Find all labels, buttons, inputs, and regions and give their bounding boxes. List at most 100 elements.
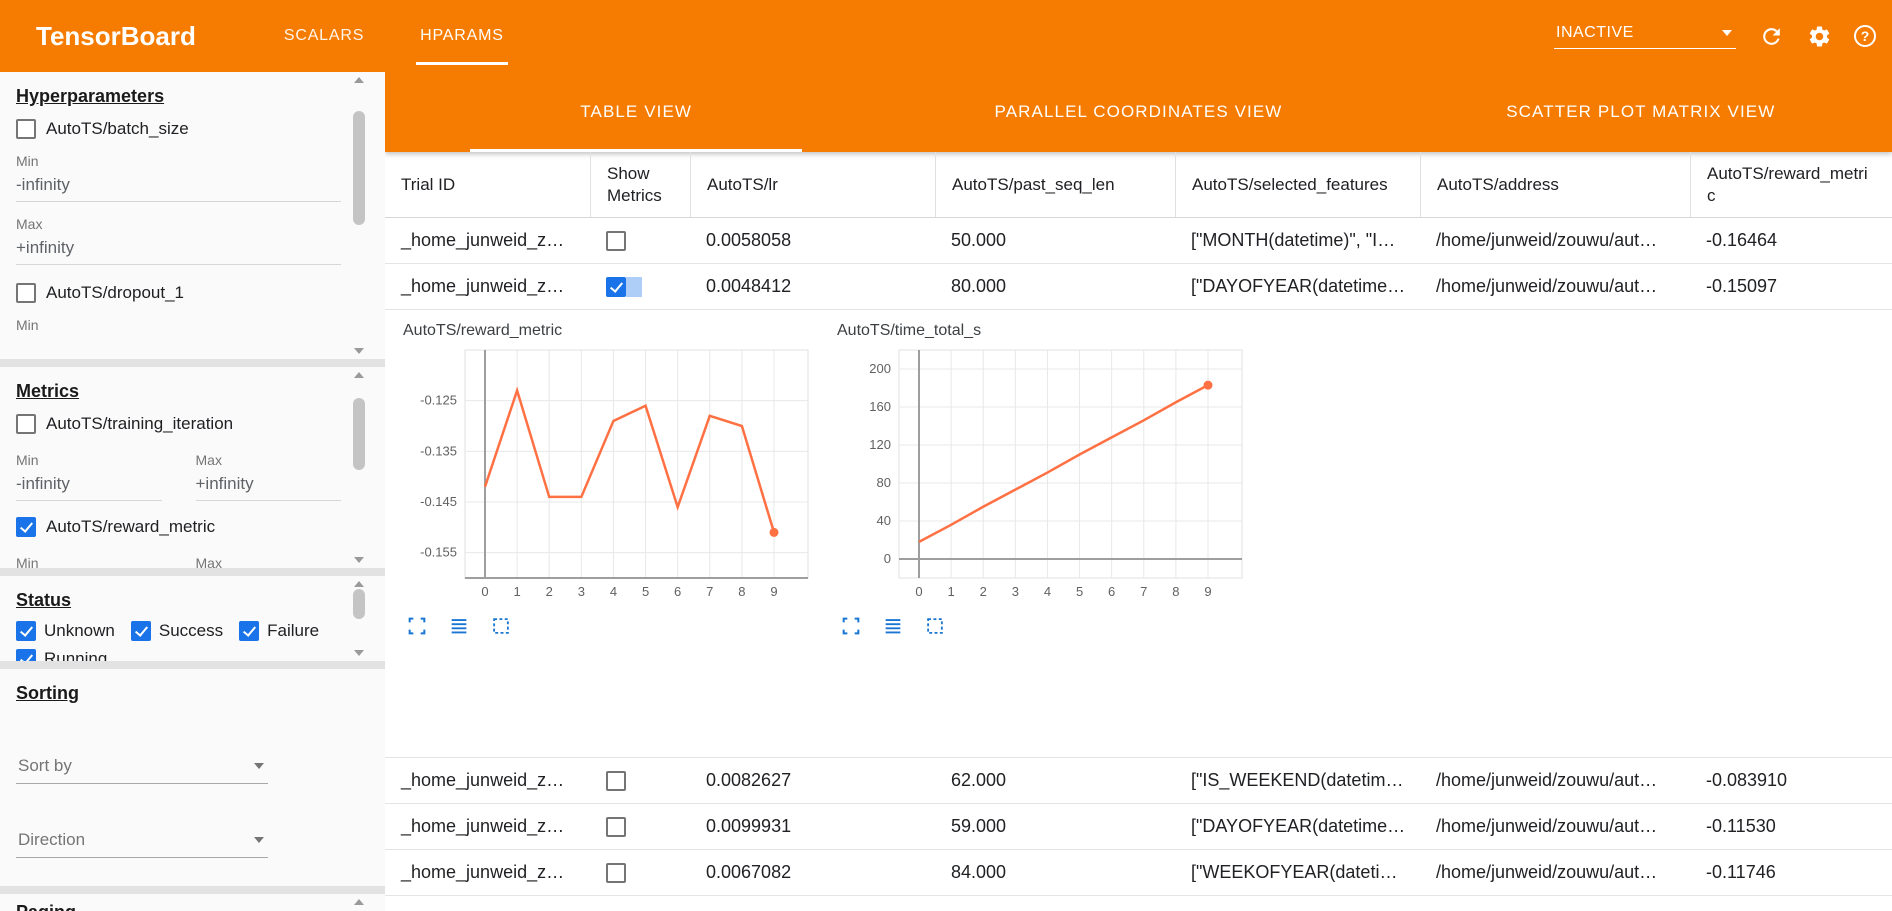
log-lines-icon[interactable] — [447, 614, 471, 638]
status-success-label: Success — [158, 621, 224, 640]
batch-size-checkbox[interactable] — [16, 119, 36, 139]
selected-features-cell: ["MONTH(datetime)", "I… — [1191, 230, 1396, 250]
svg-text:40: 40 — [877, 513, 891, 528]
scroll-down-icon[interactable] — [354, 557, 364, 563]
time-total-line-chart[interactable]: 0 1 2 3 4 5 6 7 8 9 0 40 80 120 160 200 — [835, 342, 1250, 604]
max-input[interactable]: +infinity — [195, 468, 341, 501]
scrollbar-thumb[interactable] — [353, 589, 365, 619]
svg-text:120: 120 — [869, 437, 891, 452]
tab-scatter-plot-matrix-view[interactable]: SCATTER PLOT MATRIX VIEW — [1506, 102, 1776, 121]
trial-id-cell: _home_junweid_z… — [401, 230, 565, 250]
table-row: _home_junweid_z… 0.0082627 62.000 ["IS_W… — [385, 758, 1892, 804]
reload-status-value: INACTIVE — [1556, 23, 1634, 41]
fullscreen-icon[interactable] — [839, 614, 863, 638]
batch-size-label: AutoTS/batch_size — [46, 119, 189, 138]
table-row: _home_junweid_z… 0.0058058 50.000 ["MONT… — [385, 218, 1892, 264]
svg-text:-0.135: -0.135 — [420, 443, 457, 458]
scroll-down-icon[interactable] — [354, 348, 364, 354]
scroll-up-icon[interactable] — [354, 77, 364, 83]
svg-text:7: 7 — [706, 584, 713, 599]
metrics-title: Metrics — [16, 381, 80, 401]
scroll-up-icon[interactable] — [354, 899, 364, 905]
marquee-select-icon[interactable] — [923, 614, 947, 638]
status-failure-label: Failure — [267, 621, 320, 640]
help-icon[interactable]: ? — [1854, 25, 1876, 47]
chart-toolbar — [839, 614, 1253, 638]
scroll-up-icon[interactable] — [354, 372, 364, 378]
svg-text:3: 3 — [1012, 584, 1019, 599]
table-row: _home_junweid_z… 0.0048412 80.000 ["DAYO… — [385, 264, 1892, 310]
scroll-down-icon[interactable] — [354, 650, 364, 656]
svg-text:7: 7 — [1140, 584, 1147, 599]
topbar-actions: INACTIVE ? — [1554, 23, 1876, 49]
min-label: Min — [16, 555, 39, 568]
chevron-down-icon — [254, 837, 264, 843]
reward-metric-cell: -0.11530 — [1706, 816, 1776, 836]
tab-hparams[interactable]: HPARAMS — [392, 0, 532, 72]
show-metrics-checkbox[interactable] — [606, 276, 626, 297]
tab-parallel-coordinates-view[interactable]: PARALLEL COORDINATES VIEW — [994, 102, 1283, 121]
status-unknown-checkbox[interactable] — [16, 621, 36, 641]
col-show-metrics: Show Metrics — [590, 152, 690, 217]
sort-by-select[interactable]: Sort by — [16, 750, 268, 784]
svg-text:8: 8 — [1172, 584, 1179, 599]
reload-status-dropdown[interactable]: INACTIVE — [1554, 24, 1736, 49]
fullscreen-icon[interactable] — [405, 614, 429, 638]
svg-text:-0.145: -0.145 — [420, 494, 457, 509]
trial-id-cell: _home_junweid_z… — [401, 862, 565, 882]
min-input[interactable]: -infinity — [16, 169, 341, 202]
selected-features-cell: ["WEEKOFYEAR(dateti… — [1191, 862, 1398, 882]
log-lines-icon[interactable] — [881, 614, 905, 638]
training-iteration-checkbox[interactable] — [16, 414, 36, 434]
sorting-section: Sorting Sort by Direction — [0, 669, 385, 886]
show-metrics-checkbox[interactable] — [606, 816, 626, 837]
reward-metric-line-chart[interactable]: 0 1 2 3 4 5 6 7 8 9 -0.125 -0.135 -0.145 -0.155 — [401, 342, 816, 604]
marquee-select-icon[interactable] — [489, 614, 513, 638]
svg-text:200: 200 — [869, 361, 891, 376]
show-metrics-checkbox[interactable] — [606, 230, 626, 251]
svg-text:6: 6 — [674, 584, 681, 599]
reload-icon[interactable] — [1758, 23, 1784, 49]
status-running-checkbox[interactable] — [16, 649, 36, 661]
reward-metric-cell: -0.11746 — [1706, 862, 1776, 882]
min-label: Min — [16, 153, 39, 169]
selected-features-cell: ["DAYOFYEAR(datetime… — [1191, 816, 1406, 836]
direction-select[interactable]: Direction — [16, 824, 268, 858]
max-input[interactable]: +infinity — [16, 232, 341, 265]
show-metrics-cell — [590, 276, 690, 297]
show-metrics-checkbox[interactable] — [606, 862, 626, 883]
past-seq-len-cell: 80.000 — [951, 276, 1007, 296]
trials-table: Trial ID Show Metrics AutoTS/lr AutoTS/p… — [385, 152, 1892, 911]
tab-table-view[interactable]: TABLE VIEW — [385, 72, 887, 152]
selected-features-cell: ["DAYOFYEAR(datetime… — [1191, 276, 1406, 296]
svg-text:-0.155: -0.155 — [420, 545, 457, 560]
address-cell: /home/junweid/zouwu/aut… — [1436, 770, 1658, 790]
status-scrollbar — [353, 581, 365, 656]
svg-text:4: 4 — [1044, 584, 1051, 599]
min-label: Min — [16, 317, 39, 333]
reward-metric-cell: -0.16464 — [1706, 230, 1778, 250]
status-title: Status — [16, 590, 72, 610]
max-label: Max — [195, 452, 222, 468]
scrollbar-thumb[interactable] — [353, 398, 365, 470]
svg-text:2: 2 — [546, 584, 553, 599]
show-metrics-cell — [590, 770, 690, 791]
scroll-up-icon[interactable] — [354, 581, 364, 587]
chart-title: AutoTS/reward_metric — [403, 322, 563, 339]
reward-metric-checkbox[interactable] — [16, 517, 36, 537]
min-input[interactable]: -infinity — [16, 468, 162, 501]
tab-scalars[interactable]: SCALARS — [283, 27, 365, 44]
settings-gear-icon[interactable] — [1806, 23, 1832, 49]
status-success-checkbox[interactable] — [130, 621, 151, 641]
col-address: AutoTS/address — [1420, 152, 1690, 217]
status-failure-checkbox[interactable] — [239, 621, 260, 641]
scrollbar-thumb[interactable] — [353, 111, 365, 225]
show-metrics-checkbox[interactable] — [606, 770, 626, 791]
svg-text:160: 160 — [869, 399, 891, 414]
svg-text:0: 0 — [884, 551, 891, 566]
past-seq-len-cell: 62.000 — [951, 770, 1007, 790]
trial-metrics-expansion: AutoTS/reward_metric 0 1 2 3 4 5 6 7 8 9 -0.125 -0.… — [385, 310, 1892, 758]
training-iteration-label: AutoTS/training_iteration — [46, 414, 234, 433]
dropout-1-checkbox[interactable] — [16, 283, 36, 303]
